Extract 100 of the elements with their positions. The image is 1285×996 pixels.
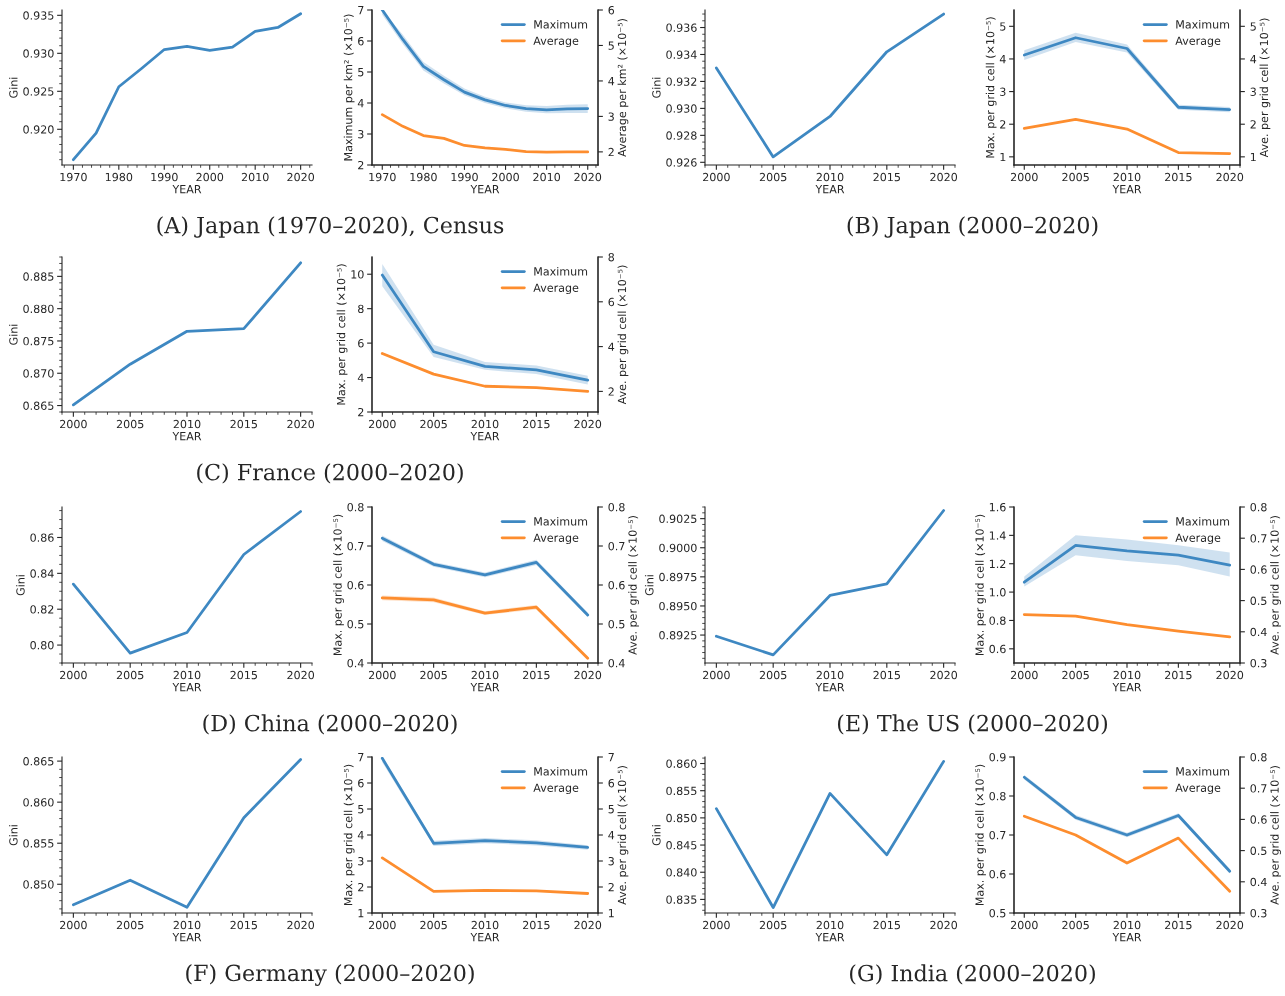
- x-tick-label: 2020: [1216, 172, 1244, 182]
- x-tick-label: 2000: [703, 920, 730, 930]
- y2-tick-label: 0.8: [1250, 502, 1267, 512]
- y-tick-label: 0.865: [23, 757, 54, 766]
- y-tick-label: 0.920: [23, 125, 54, 134]
- y2-tick-label: 0.6: [1250, 565, 1267, 574]
- y-axis-title: Gini: [652, 825, 661, 846]
- y2-tick-label: 7: [608, 753, 614, 762]
- y2-tick-label: 1: [608, 909, 614, 918]
- y-tick-label: 2: [1000, 120, 1006, 129]
- y-tick-label: 0.6: [347, 580, 364, 590]
- x-tick-label: 1990: [451, 172, 478, 182]
- legend-label: Average: [533, 36, 579, 48]
- y-tick-label: 1.4: [989, 531, 1006, 540]
- y-tick-label: 4: [357, 373, 364, 382]
- y-tick-label: 6: [358, 339, 364, 348]
- x-tick-label: 2020: [287, 920, 315, 930]
- x-tick-label: 2015: [873, 670, 900, 680]
- x-tick-label: 2005: [759, 670, 787, 680]
- y-tick-label: 0.6: [989, 644, 1006, 654]
- y-tick-label: 0.84: [30, 569, 54, 578]
- text: (E) The US (2000–2020): [837, 714, 1108, 735]
- y2-tick-label: 3: [1250, 87, 1256, 96]
- x-tick-label: 2005: [1062, 670, 1089, 680]
- y-tick-label: 0.5: [989, 908, 1006, 918]
- legend-label: Maximum: [534, 517, 588, 526]
- x-axis-title: YEAR: [1112, 185, 1142, 194]
- y-tick-label: 4: [357, 831, 364, 840]
- x-tick-label: 2020: [930, 172, 958, 182]
- y-tick-label: 1.2: [989, 559, 1006, 568]
- y-tick-label: 0.880: [23, 304, 54, 314]
- x-tick-label: 2015: [1165, 172, 1192, 182]
- y-tick-label: 0.835: [666, 895, 697, 904]
- line-series: [71, 261, 303, 407]
- y2-tick-label: 1: [1250, 152, 1256, 162]
- x-tick-label: 2005: [759, 920, 787, 930]
- legend-label: Maximum: [1176, 767, 1230, 776]
- x-tick-label: 2010: [1113, 670, 1141, 680]
- legend-label: Maximum: [534, 20, 588, 29]
- x-tick-label: 1970: [60, 172, 87, 182]
- y-tick-label: 1: [358, 909, 364, 918]
- y-tick-label: 0.925: [23, 87, 54, 96]
- y-tick-label: 5: [358, 805, 364, 814]
- x-tick-label: 2015: [523, 920, 550, 930]
- y2-tick-label: 0.4: [1250, 627, 1267, 637]
- x-tick-label: 2010: [173, 670, 201, 680]
- y2-tick-label: 4: [608, 342, 615, 351]
- x-tick-label: 2000: [60, 419, 87, 429]
- x-tick-label: 2000: [703, 670, 730, 680]
- y-tick-label: 0.934: [666, 50, 697, 59]
- y-axis-title: Gini: [9, 825, 18, 846]
- x-tick-label: 2005: [116, 419, 144, 429]
- y2-axis-title: Ave. per grid cell (×10⁻⁵): [617, 265, 629, 405]
- y2-axis-title: Ave. per grid cell (×10⁻⁵): [1270, 516, 1281, 655]
- x-tick-label: 2020: [287, 419, 315, 429]
- y2-tick-label: 0.6: [1250, 815, 1267, 824]
- y2-tick-label: 3: [608, 112, 614, 121]
- x-tick-label: 2015: [873, 172, 900, 182]
- y-tick-label: 0.845: [666, 841, 697, 850]
- y-tick-label: 0.870: [23, 369, 54, 378]
- y2-tick-label: 8: [608, 252, 615, 262]
- y-tick-label: 2: [358, 160, 364, 170]
- y-axis-title: Gini: [652, 77, 661, 98]
- y-tick-label: 0.936: [666, 23, 697, 32]
- y2-tick-label: 0.8: [1250, 752, 1267, 762]
- x-tick-label: 1990: [151, 172, 178, 182]
- y-tick-label: 2: [358, 407, 364, 417]
- line-series: [71, 758, 303, 909]
- y-tick-label: 0.855: [666, 786, 697, 796]
- y-tick-label: 0.885: [23, 272, 54, 281]
- y-tick-label: 0.8: [989, 616, 1006, 625]
- y2-tick-label: 2: [608, 882, 614, 892]
- y-tick-label: 6: [358, 778, 364, 788]
- x-tick-label: 2015: [230, 920, 257, 930]
- x-tick-label: 2000: [1010, 172, 1038, 182]
- text: (D) China (2000–2020): [203, 714, 457, 735]
- x-axis-title: YEAR: [1112, 683, 1142, 692]
- x-tick-label: 2010: [471, 670, 499, 680]
- y-tick-label: 0.7: [989, 830, 1006, 840]
- y2-tick-label: 6: [608, 297, 615, 307]
- y-tick-label: 0.9025: [659, 514, 697, 524]
- line-series: [1022, 117, 1232, 155]
- legend-label: Maximum: [534, 767, 588, 776]
- y-tick-label: 4: [357, 99, 364, 108]
- x-tick-label: 2020: [574, 920, 602, 930]
- legend-label: Average: [533, 283, 579, 295]
- x-axis-title: YEAR: [172, 683, 202, 692]
- y-tick-label: 0.926: [666, 158, 697, 167]
- y-tick-label: 0.80: [30, 641, 54, 650]
- legend-label: Average: [1175, 783, 1221, 795]
- y-tick-label: 0.850: [666, 813, 697, 823]
- x-tick-label: 2020: [574, 419, 602, 429]
- x-axis-title: YEAR: [172, 432, 202, 441]
- line-series: [714, 509, 946, 657]
- y-tick-label: 0.935: [23, 11, 54, 20]
- y2-axis-title: Ave. per grid cell (×10⁻⁵): [1270, 766, 1281, 905]
- x-tick-label: 2000: [368, 670, 396, 680]
- x-axis-title: YEAR: [815, 933, 845, 942]
- y-tick-label: 0.840: [666, 868, 697, 877]
- y-axis-title: Gini: [16, 575, 25, 596]
